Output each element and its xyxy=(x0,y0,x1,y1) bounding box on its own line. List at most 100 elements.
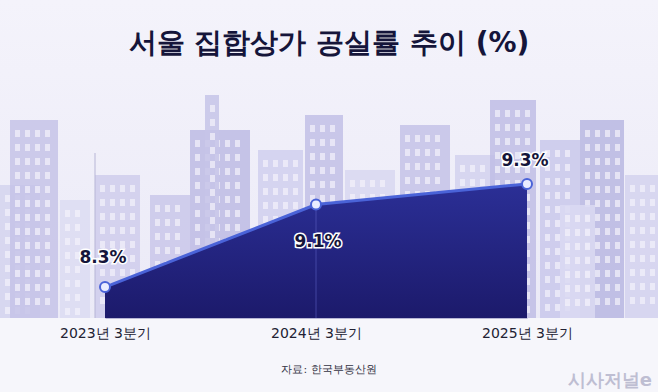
building-window xyxy=(15,200,20,207)
building-window xyxy=(330,125,335,132)
building-window xyxy=(15,228,20,235)
building-window xyxy=(630,283,635,290)
building-window xyxy=(45,298,50,305)
building-window xyxy=(575,271,580,278)
building-window xyxy=(545,234,550,241)
building-window xyxy=(35,228,40,235)
building-window xyxy=(130,227,135,234)
building-window xyxy=(585,257,590,264)
building-window xyxy=(65,294,70,301)
building-window xyxy=(565,150,570,157)
building-window xyxy=(235,168,240,175)
building-window xyxy=(15,242,20,249)
building-window xyxy=(35,242,40,249)
building-window xyxy=(120,185,125,192)
building-window xyxy=(25,172,30,179)
building-window xyxy=(565,285,570,292)
building-window xyxy=(555,276,560,283)
building-window xyxy=(515,138,520,145)
building-window xyxy=(605,256,610,263)
building-window xyxy=(585,284,590,291)
building-window xyxy=(595,200,600,207)
data-label: 9.1% xyxy=(294,231,341,251)
building-window xyxy=(605,270,610,277)
building-window xyxy=(195,210,200,217)
building-window xyxy=(273,202,278,209)
building-window xyxy=(595,144,600,151)
building-window xyxy=(15,256,20,263)
building-window xyxy=(585,271,590,278)
building-window xyxy=(293,188,298,195)
building-window xyxy=(15,186,20,193)
building-window xyxy=(155,219,160,226)
building-window xyxy=(235,224,240,231)
building-window xyxy=(640,255,645,262)
building-window xyxy=(615,172,620,179)
building-window xyxy=(210,105,215,112)
building-window xyxy=(175,219,180,226)
building-window xyxy=(605,298,610,305)
building-window xyxy=(320,139,325,146)
building-window xyxy=(235,154,240,161)
building-window xyxy=(555,178,560,185)
building-window xyxy=(585,144,590,151)
building-window xyxy=(575,257,580,264)
building-window xyxy=(293,202,298,209)
building-window xyxy=(460,165,465,172)
building-window xyxy=(273,188,278,195)
building-window xyxy=(235,182,240,189)
building-window xyxy=(65,308,70,315)
building-window xyxy=(470,179,475,186)
building-window xyxy=(25,242,30,249)
building-window xyxy=(565,271,570,278)
building-window xyxy=(585,158,590,165)
building-window xyxy=(25,186,30,193)
building-window xyxy=(330,167,335,174)
building-window xyxy=(225,168,230,175)
building-window xyxy=(45,214,50,221)
building-window xyxy=(35,200,40,207)
building-window xyxy=(25,158,30,165)
building-window xyxy=(595,186,600,193)
building-window xyxy=(575,299,580,306)
building-window xyxy=(585,172,590,179)
line xyxy=(105,184,527,287)
building-window xyxy=(225,210,230,217)
building-window xyxy=(650,269,655,276)
building-window xyxy=(75,238,80,245)
building-window xyxy=(605,158,610,165)
building-window xyxy=(595,270,600,277)
building-window xyxy=(565,192,570,199)
building-window xyxy=(585,298,590,305)
building-window xyxy=(45,228,50,235)
building-window xyxy=(263,188,268,195)
building-window xyxy=(565,257,570,264)
building-window xyxy=(130,213,135,220)
building-window xyxy=(273,174,278,181)
building-window xyxy=(210,203,215,210)
building xyxy=(625,175,658,318)
building-window xyxy=(640,269,645,276)
building-window xyxy=(370,180,375,187)
building-window xyxy=(545,304,550,311)
building-window xyxy=(25,256,30,263)
building-window xyxy=(515,124,520,131)
building-window xyxy=(210,147,215,154)
building-window xyxy=(585,299,590,306)
building-window xyxy=(565,178,570,185)
building-window xyxy=(595,256,600,263)
building-window xyxy=(650,255,655,262)
building-window xyxy=(35,270,40,277)
building-window xyxy=(225,196,230,203)
building-window xyxy=(283,188,288,195)
building-window xyxy=(75,294,80,301)
building-window xyxy=(545,262,550,269)
building-window xyxy=(15,214,20,221)
building-window xyxy=(25,228,30,235)
building-window xyxy=(165,219,170,226)
building-window xyxy=(585,242,590,249)
building-window xyxy=(650,283,655,290)
building-window xyxy=(640,241,645,248)
building-window xyxy=(195,196,200,203)
building-window xyxy=(585,285,590,292)
